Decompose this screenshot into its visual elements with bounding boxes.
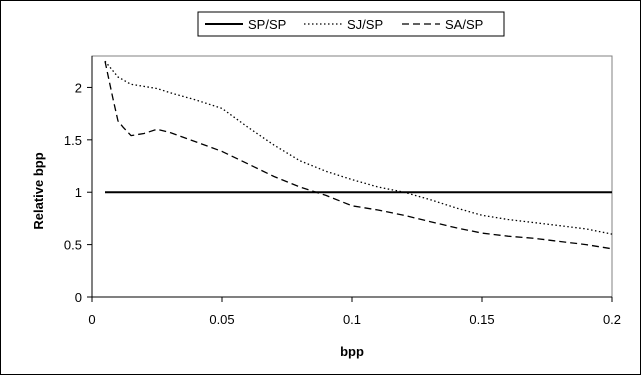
series-layer [104, 60, 613, 250]
series-line-sj-sp [104, 60, 613, 235]
legend-label-sj-sp: SJ/SP [347, 17, 383, 32]
y-tick-label: 1 [75, 185, 82, 200]
x-axis-title: bpp [340, 344, 364, 359]
x-tick-label: 0.2 [603, 312, 621, 327]
y-tick-label: 1.5 [64, 133, 82, 148]
x-tick-label: 0.1 [343, 312, 361, 327]
y-tick-label: 2 [75, 80, 82, 95]
x-tick-label: 0.15 [469, 312, 494, 327]
x-tick-label: 0 [88, 312, 95, 327]
x-axis: 0 0.05 0.1 0.15 0.2 [88, 296, 621, 327]
legend: SP/SP SJ/SP SA/SP [197, 11, 505, 37]
series-line-sa-sp [104, 61, 613, 250]
y-axis: 0 0.5 1 1.5 2 [64, 56, 93, 305]
y-tick-label: 0 [75, 290, 82, 305]
legend-box [197, 11, 505, 37]
legend-label-sa-sp: SA/SP [445, 17, 483, 32]
x-tick-label: 0.05 [209, 312, 234, 327]
plot-area [91, 55, 613, 298]
y-tick-label: 0.5 [64, 238, 82, 253]
legend-label-sp-sp: SP/SP [248, 17, 286, 32]
y-axis-title: Relative bpp [31, 152, 46, 229]
